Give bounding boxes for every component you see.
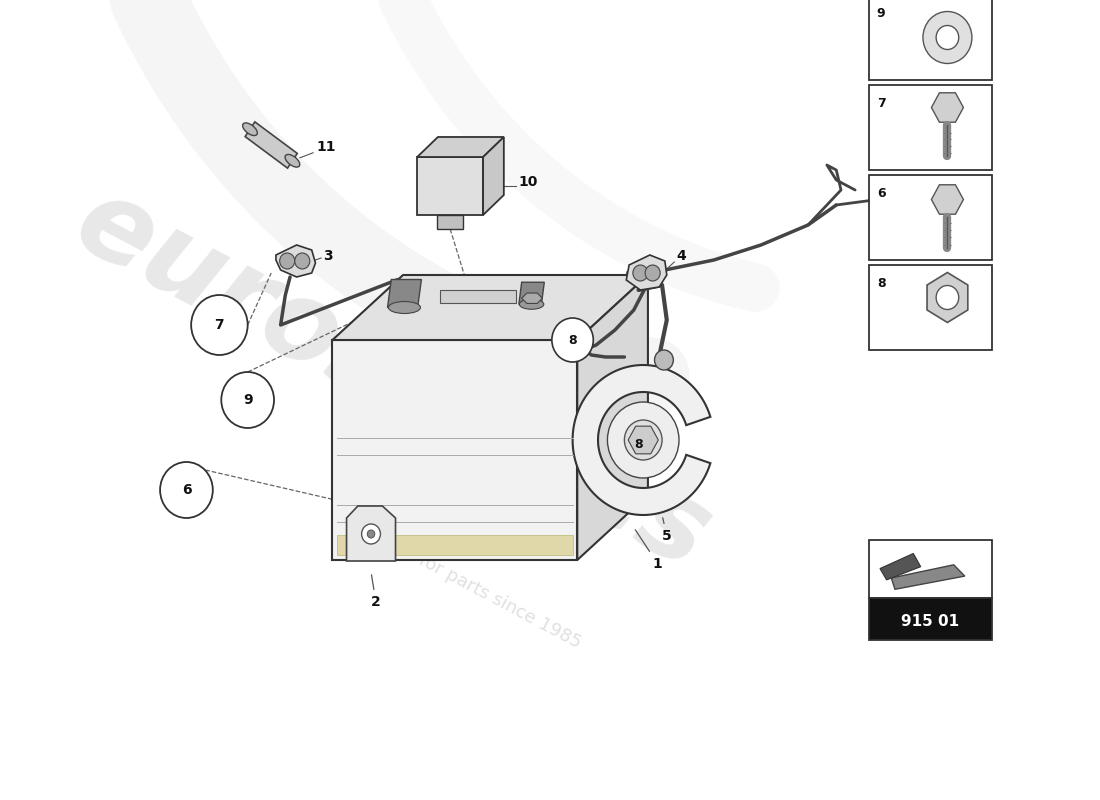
Polygon shape [245,122,297,168]
Polygon shape [332,340,578,560]
Polygon shape [869,175,992,260]
Polygon shape [521,293,542,303]
Polygon shape [927,273,968,322]
Text: 8: 8 [877,277,886,290]
Polygon shape [891,565,965,590]
Circle shape [645,265,660,281]
Polygon shape [869,0,992,80]
Circle shape [161,462,212,518]
Text: 8: 8 [569,334,576,346]
Circle shape [552,318,593,362]
Ellipse shape [388,302,420,314]
Text: 11: 11 [316,140,336,154]
Text: 9: 9 [243,393,253,407]
Polygon shape [578,275,648,560]
Polygon shape [932,185,964,214]
Polygon shape [387,279,421,307]
Polygon shape [417,157,483,215]
Circle shape [362,524,381,544]
Text: 5: 5 [662,518,672,543]
Circle shape [279,253,295,269]
Text: 1: 1 [636,530,662,570]
Text: 4: 4 [676,249,686,263]
Polygon shape [869,540,992,598]
Polygon shape [573,365,711,515]
Circle shape [923,11,972,63]
Text: 8: 8 [635,438,642,451]
Polygon shape [332,275,648,340]
Circle shape [607,402,679,478]
Polygon shape [628,426,658,454]
Polygon shape [519,282,544,304]
Polygon shape [440,290,516,302]
Text: 7: 7 [877,97,886,110]
Circle shape [295,253,310,269]
Polygon shape [437,215,463,229]
Polygon shape [346,506,396,561]
Circle shape [191,295,248,355]
Circle shape [654,350,673,370]
Text: 915 01: 915 01 [901,614,959,630]
Text: 10: 10 [518,175,537,189]
Polygon shape [869,85,992,170]
Text: 3: 3 [323,249,332,263]
Circle shape [221,372,274,428]
Text: 6: 6 [182,483,191,497]
Circle shape [625,420,662,460]
Text: 7: 7 [214,318,224,332]
Polygon shape [932,93,964,122]
Circle shape [936,286,959,310]
Text: a passion for parts since 1985: a passion for parts since 1985 [336,508,584,652]
Polygon shape [626,255,667,290]
Polygon shape [869,265,992,350]
Polygon shape [276,245,316,277]
Text: 6: 6 [877,187,886,200]
Ellipse shape [243,123,257,135]
Polygon shape [869,598,992,640]
Circle shape [367,530,375,538]
Text: 9: 9 [877,7,886,20]
Polygon shape [483,137,504,215]
Text: 2: 2 [371,574,381,609]
Text: eurospares: eurospares [58,168,729,592]
Polygon shape [880,554,921,580]
Polygon shape [417,137,504,157]
Ellipse shape [519,299,543,310]
Polygon shape [337,535,573,555]
Circle shape [936,26,959,50]
Circle shape [632,265,648,281]
Ellipse shape [285,154,300,167]
